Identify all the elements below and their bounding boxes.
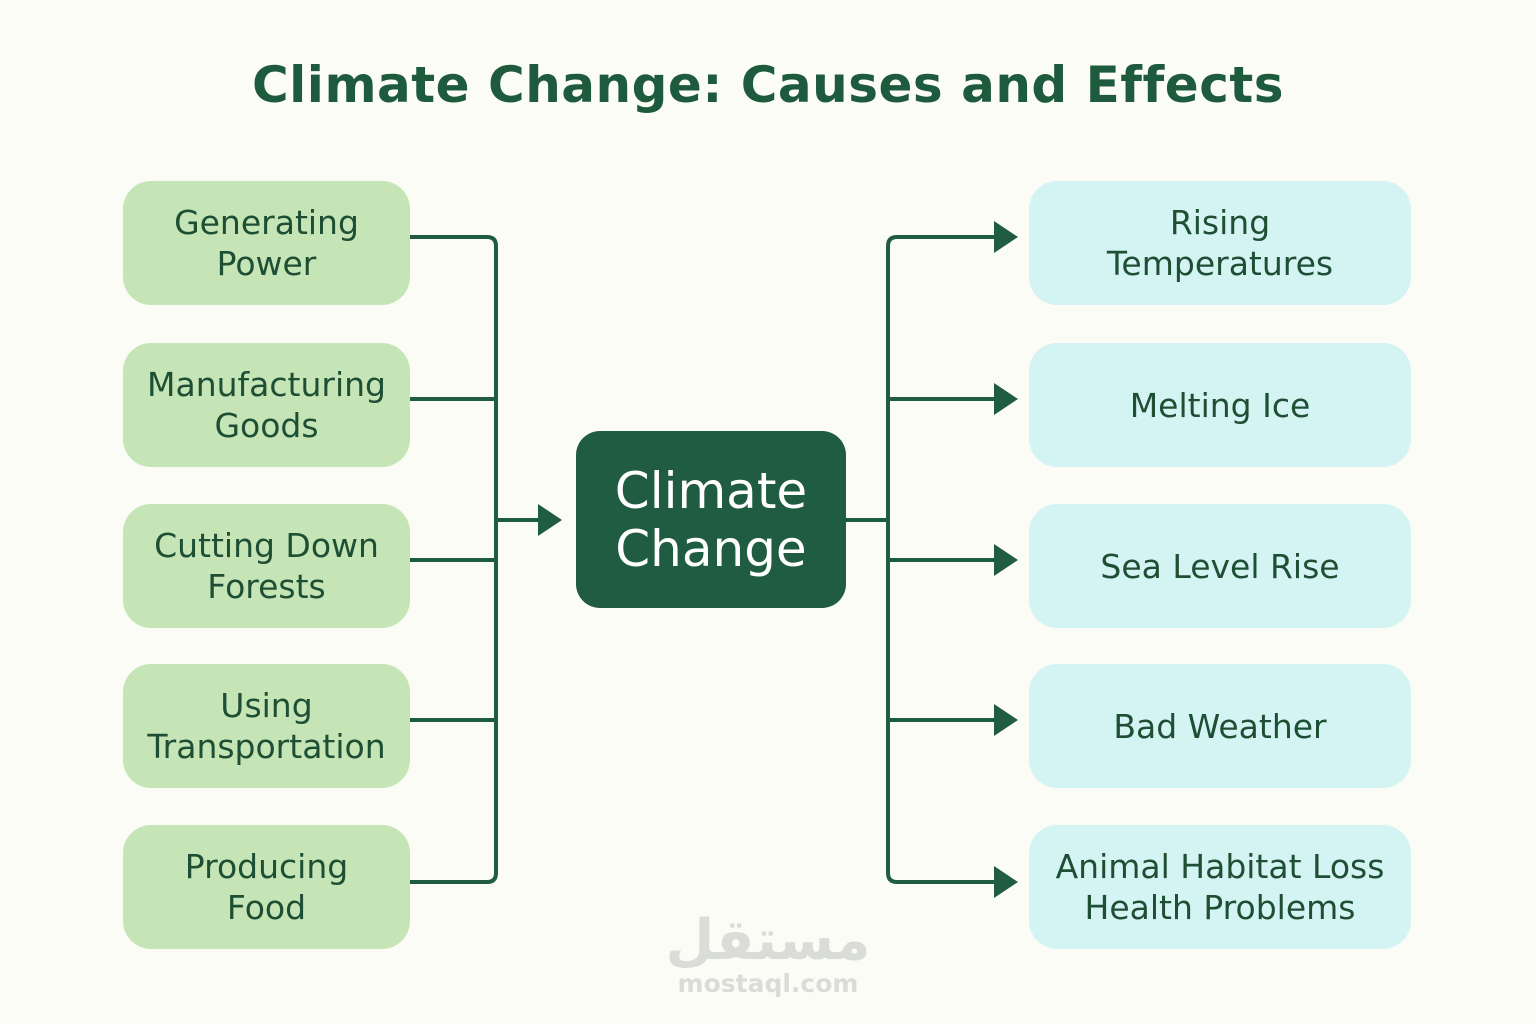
arrow-to-center bbox=[538, 504, 562, 536]
effect-box-sea-level-rise: Sea Level Rise bbox=[1029, 504, 1411, 628]
effect-label: Animal Habitat Loss Health Problems bbox=[1055, 847, 1385, 927]
arrow-effect-4 bbox=[994, 704, 1018, 736]
effect-box-habitat-health: Animal Habitat Loss Health Problems bbox=[1029, 825, 1411, 949]
cause-label: Generating Power bbox=[174, 203, 359, 283]
watermark-arabic: مستقل bbox=[665, 908, 871, 973]
effect-label: Bad Weather bbox=[1113, 706, 1327, 746]
cause-box-generating-power: Generating Power bbox=[123, 181, 410, 305]
cause-label: Using Transportation bbox=[147, 686, 386, 766]
effect-label: Sea Level Rise bbox=[1100, 546, 1340, 586]
effect-label: Melting Ice bbox=[1129, 385, 1311, 425]
center-node-climate-change: Climate Change bbox=[576, 431, 846, 608]
effect-box-melting-ice: Melting Ice bbox=[1029, 343, 1411, 467]
cause-box-using-transportation: Using Transportation bbox=[123, 664, 410, 788]
center-label: Climate Change bbox=[614, 461, 808, 578]
watermark-logo: مستقل mostaql.com bbox=[640, 912, 896, 998]
diagram-title: Climate Change: Causes and Effects bbox=[251, 56, 1285, 114]
arrow-effect-1 bbox=[994, 221, 1018, 253]
cause-label: Cutting Down Forests bbox=[154, 526, 379, 606]
effect-label: Rising Temperatures bbox=[1106, 203, 1334, 283]
arrow-effect-3 bbox=[994, 544, 1018, 576]
cause-label: Manufacturing Goods bbox=[147, 365, 386, 445]
cause-label: Producing Food bbox=[184, 847, 349, 927]
watermark-url: mostaql.com bbox=[677, 969, 859, 998]
effect-box-bad-weather: Bad Weather bbox=[1029, 664, 1411, 788]
cause-box-manufacturing-goods: Manufacturing Goods bbox=[123, 343, 410, 467]
arrow-effect-2 bbox=[994, 383, 1018, 415]
arrow-effect-5 bbox=[994, 866, 1018, 898]
effect-box-rising-temperatures: Rising Temperatures bbox=[1029, 181, 1411, 305]
cause-box-producing-food: Producing Food bbox=[123, 825, 410, 949]
cause-box-cutting-down-forests: Cutting Down Forests bbox=[123, 504, 410, 628]
